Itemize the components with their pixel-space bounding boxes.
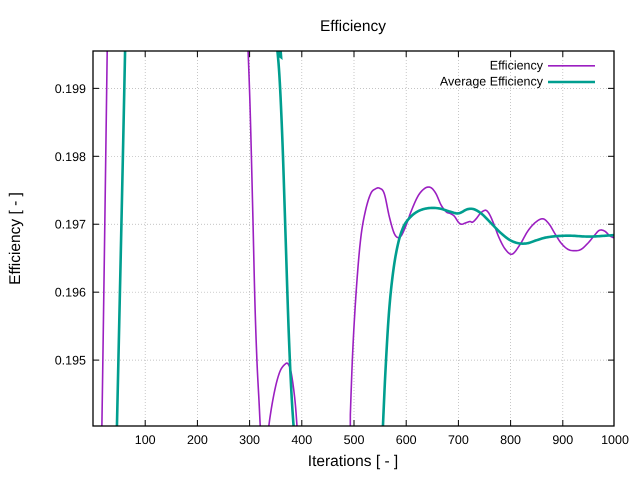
svg-text:400: 400 [291,433,312,447]
svg-text:500: 500 [344,433,365,447]
svg-text:900: 900 [552,433,573,447]
svg-text:300: 300 [239,433,260,447]
svg-text:1000: 1000 [601,433,629,447]
svg-text:100: 100 [135,433,156,447]
svg-text:Average Efficiency: Average Efficiency [440,75,544,89]
svg-text:600: 600 [396,433,417,447]
svg-text:0.198: 0.198 [55,150,86,164]
svg-text:0.195: 0.195 [55,354,86,368]
svg-text:Efficiency: Efficiency [490,59,544,73]
svg-text:Iterations [ - ]: Iterations [ - ] [308,453,398,470]
svg-text:200: 200 [187,433,208,447]
svg-text:Efficiency: Efficiency [320,18,386,35]
svg-text:0.196: 0.196 [55,286,86,300]
svg-text:800: 800 [500,433,521,447]
svg-text:Efficiency [ - ]: Efficiency [ - ] [7,192,24,285]
svg-text:700: 700 [448,433,469,447]
svg-text:0.199: 0.199 [55,82,86,96]
svg-text:0.197: 0.197 [55,218,86,232]
